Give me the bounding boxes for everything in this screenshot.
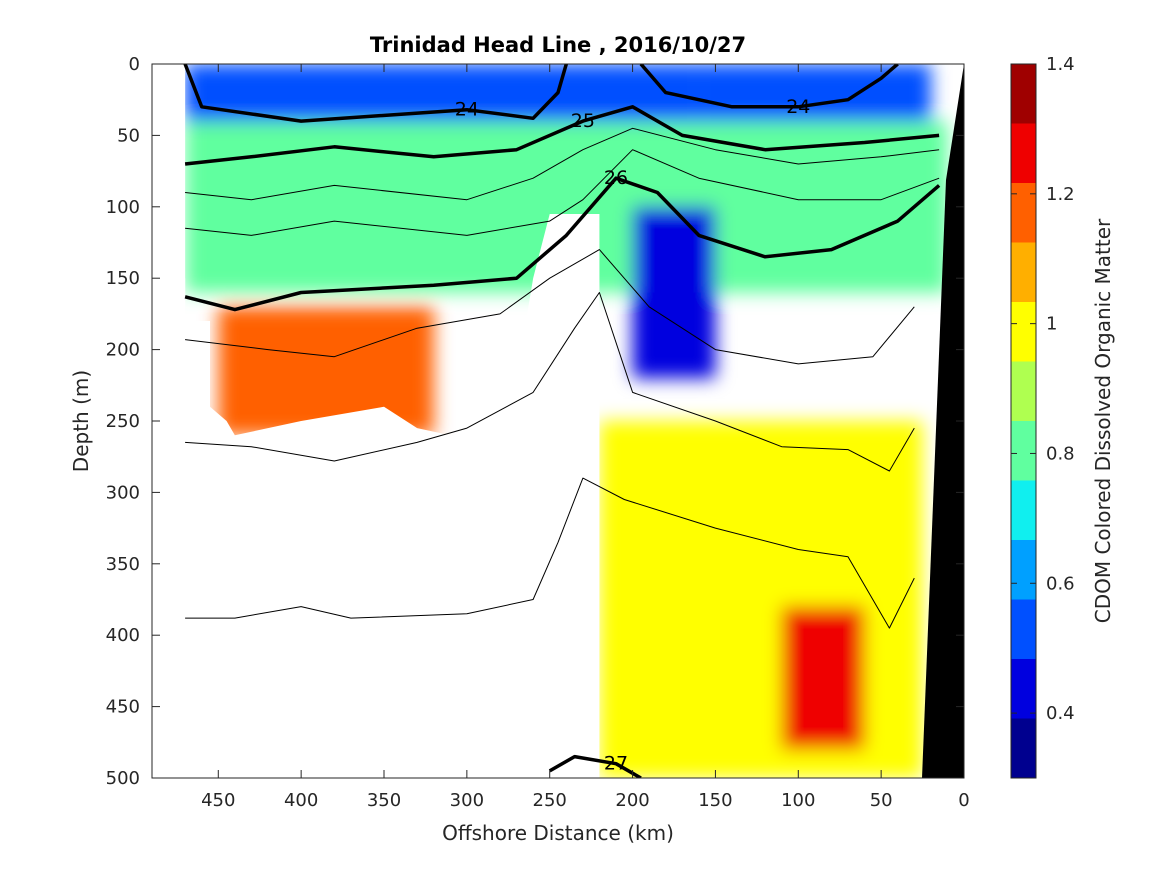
colorbar: 1.4 1.2 1 0.8 0.6 0.4 CDOM Colored Dissolved … bbox=[1010, 54, 1115, 779]
y-tick-label: 250 bbox=[106, 411, 140, 432]
contour-label-26: 26 bbox=[604, 167, 628, 189]
x-tick-label: 400 bbox=[284, 790, 318, 811]
x-tick-label: 450 bbox=[201, 790, 235, 811]
x-tick-label: 0 bbox=[958, 790, 969, 811]
colorbar-tick-label: 0.6 bbox=[1046, 573, 1075, 594]
gap-region bbox=[152, 213, 600, 778]
contour-label-24: 24 bbox=[455, 99, 479, 121]
field-region-deep-nearshore bbox=[599, 421, 923, 778]
field-region-deep-high-patch bbox=[781, 606, 865, 750]
x-tick-label: 200 bbox=[615, 790, 649, 811]
y-tick-label: 450 bbox=[106, 697, 140, 718]
y-tick-label: 200 bbox=[106, 340, 140, 361]
x-axis-title: Offshore Distance (km) bbox=[442, 821, 674, 845]
contour-line-minor-5 bbox=[185, 127, 940, 201]
cdom-field bbox=[185, 64, 948, 778]
colorbar-tick-label: 1.4 bbox=[1046, 54, 1075, 75]
colorbar-tick-label: 1.2 bbox=[1046, 184, 1075, 205]
contour-line-26-3 bbox=[184, 176, 941, 312]
y-tick-label: 500 bbox=[106, 768, 140, 789]
colorbar-fill bbox=[1010, 63, 1037, 779]
contour-label-24: 24 bbox=[786, 96, 810, 118]
x-tick-label: 150 bbox=[698, 790, 732, 811]
contour-label-27: 27 bbox=[604, 753, 628, 775]
colorbar-tick-label: 0.4 bbox=[1046, 703, 1075, 724]
x-tick-label: 300 bbox=[450, 790, 484, 811]
field-region-offshore-high bbox=[218, 306, 434, 436]
colorbar-title: CDOM Colored Dissolved Organic Matter bbox=[1091, 218, 1115, 623]
contour-line-25-2 bbox=[184, 105, 940, 166]
chart-title: Trinidad Head Line , 2016/10/27 bbox=[370, 33, 746, 57]
x-tick-label: 350 bbox=[367, 790, 401, 811]
y-tick-label: 300 bbox=[106, 482, 140, 503]
y-tick-label: 400 bbox=[106, 625, 140, 646]
y-tick-label: 100 bbox=[106, 197, 140, 218]
colorbar-tick-label: 1 bbox=[1046, 314, 1057, 335]
colorbar-tick-label: 0.8 bbox=[1046, 443, 1075, 464]
y-tick-label: 350 bbox=[106, 554, 140, 575]
seafloor-shelf bbox=[922, 64, 964, 778]
y-tick-label: 0 bbox=[129, 54, 140, 75]
contour-line-minor-8 bbox=[185, 292, 915, 472]
contour-line-24-1 bbox=[639, 64, 899, 109]
field-patches bbox=[185, 64, 948, 778]
contour-line-minor-7 bbox=[185, 249, 915, 365]
density-contours: 24 24 25 26 27 bbox=[183, 64, 941, 778]
x-tick-label: 50 bbox=[870, 790, 893, 811]
x-tick-label: 250 bbox=[533, 790, 567, 811]
x-axis-ticks: 450 400 350 300 250 200 150 100 50 0 bbox=[201, 64, 970, 811]
field-region-core-low bbox=[632, 206, 716, 379]
y-tick-label: 50 bbox=[117, 125, 140, 146]
contour-line-minor-6 bbox=[185, 149, 940, 236]
contour-line-27-4 bbox=[548, 754, 642, 778]
data-gap-mask bbox=[152, 64, 600, 778]
contour-line-minor-9 bbox=[185, 477, 915, 629]
y-axis-title: Depth (m) bbox=[69, 370, 93, 472]
field-region-surface-low-nearshore bbox=[698, 64, 931, 122]
y-tick-label: 150 bbox=[106, 268, 140, 289]
y-axis-ticks: 0 50 100 150 200 250 300 350 400 450 500 bbox=[106, 54, 964, 789]
contour-label-25: 25 bbox=[571, 110, 595, 132]
contour-line-24-0 bbox=[183, 64, 568, 123]
colorbar-ticks: 1.4 1.2 1 0.8 0.6 0.4 bbox=[1011, 54, 1075, 724]
x-tick-label: 100 bbox=[781, 790, 815, 811]
